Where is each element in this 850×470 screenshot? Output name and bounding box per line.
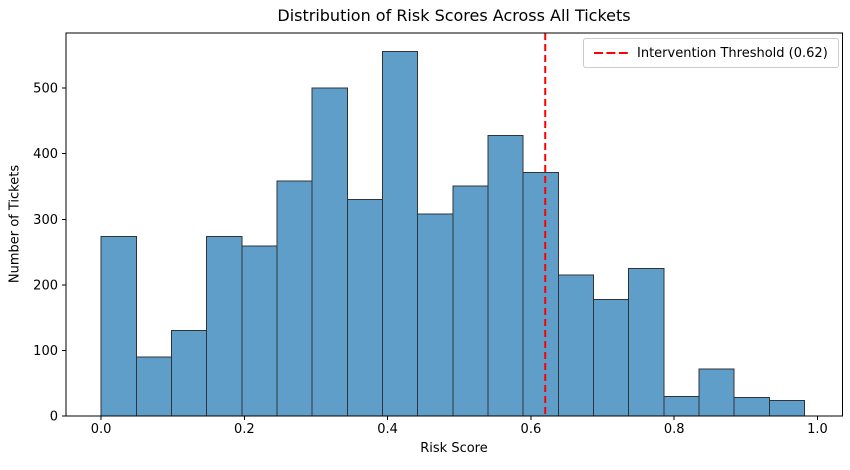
y-tick-label: 100 <box>33 344 58 359</box>
x-tick-label: 0.8 <box>664 422 685 437</box>
histogram-bar <box>663 395 700 417</box>
y-tick-label: 500 <box>33 82 58 97</box>
histogram-bar <box>487 134 524 417</box>
histogram-bar <box>206 235 243 417</box>
histogram-bar <box>276 180 313 417</box>
bars-group <box>100 50 806 417</box>
legend-dash-sample-icon <box>594 52 628 54</box>
x-tick-label: 0.4 <box>377 422 398 437</box>
histogram-bar <box>557 274 595 417</box>
y-tick-label: 400 <box>33 147 58 162</box>
histogram-bar <box>452 185 489 417</box>
x-tick-label: 1.0 <box>807 422 828 437</box>
x-axis-label: Risk Score <box>420 441 488 456</box>
histogram-bar <box>698 368 735 417</box>
histogram-bar <box>593 298 630 417</box>
y-tick-label: 200 <box>33 278 58 293</box>
x-tick-label: 0.6 <box>521 422 542 437</box>
y-axis-label: Number of Tickets <box>7 164 23 284</box>
histogram-bar <box>135 356 172 417</box>
chart-title: Distribution of Risk Scores Across All T… <box>277 6 631 25</box>
histogram-bar <box>381 50 419 417</box>
axes-frame <box>65 32 843 417</box>
histogram-bar <box>346 199 383 417</box>
histogram-bar <box>100 235 137 417</box>
histogram-bar <box>733 397 770 417</box>
y-tick-label: 300 <box>33 213 58 228</box>
histogram-bar <box>628 267 665 417</box>
legend-label: Intervention Threshold (0.62) <box>637 45 828 61</box>
axes-group <box>65 32 843 417</box>
legend-box: Intervention Threshold (0.62) <box>583 38 839 68</box>
histogram-bar <box>417 213 454 417</box>
histogram-bar <box>768 399 806 417</box>
x-tick-label: 0.2 <box>234 422 255 437</box>
histogram-bar <box>241 245 278 417</box>
ticks-group: 0.0 0.2 0.4 0.6 0.8 1.0 0 100 200 300 400 500 <box>33 82 828 437</box>
histogram-bar <box>170 330 208 417</box>
y-tick-label: 0 <box>50 410 58 425</box>
x-tick-label: 0.0 <box>91 422 112 437</box>
histogram-bar <box>311 87 348 417</box>
histogram-bar <box>522 172 559 417</box>
